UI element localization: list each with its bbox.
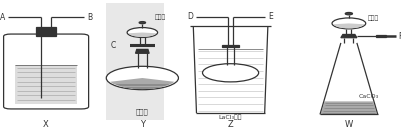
Bar xyxy=(106,3,164,120)
Text: F: F xyxy=(398,32,401,41)
Text: C: C xyxy=(111,41,116,50)
Text: 生石灰: 生石灰 xyxy=(136,108,149,115)
Text: E: E xyxy=(268,12,273,21)
Text: Z: Z xyxy=(228,120,233,129)
Text: CaCO₃: CaCO₃ xyxy=(359,94,379,99)
Wedge shape xyxy=(129,32,156,37)
Bar xyxy=(222,45,239,47)
Circle shape xyxy=(139,22,146,24)
Text: W: W xyxy=(345,120,353,129)
Polygon shape xyxy=(341,34,357,38)
FancyBboxPatch shape xyxy=(4,34,89,109)
Circle shape xyxy=(203,64,259,82)
Circle shape xyxy=(127,28,158,37)
Wedge shape xyxy=(334,23,364,28)
Wedge shape xyxy=(110,78,174,89)
Circle shape xyxy=(345,12,352,15)
Bar xyxy=(36,27,56,36)
Text: D: D xyxy=(187,12,193,21)
Bar xyxy=(376,35,386,37)
Text: LaCl₃溶液: LaCl₃溶液 xyxy=(219,115,242,120)
Polygon shape xyxy=(136,49,149,53)
Text: Y: Y xyxy=(140,120,145,129)
Circle shape xyxy=(332,18,366,29)
Text: 液氨水: 液氨水 xyxy=(154,14,166,20)
Text: B: B xyxy=(87,12,92,22)
Text: 稀盐酸: 稀盐酸 xyxy=(368,15,379,21)
Bar xyxy=(15,65,77,104)
Polygon shape xyxy=(321,101,377,114)
Text: X: X xyxy=(43,120,49,129)
Circle shape xyxy=(106,66,178,90)
Text: A: A xyxy=(0,12,5,22)
